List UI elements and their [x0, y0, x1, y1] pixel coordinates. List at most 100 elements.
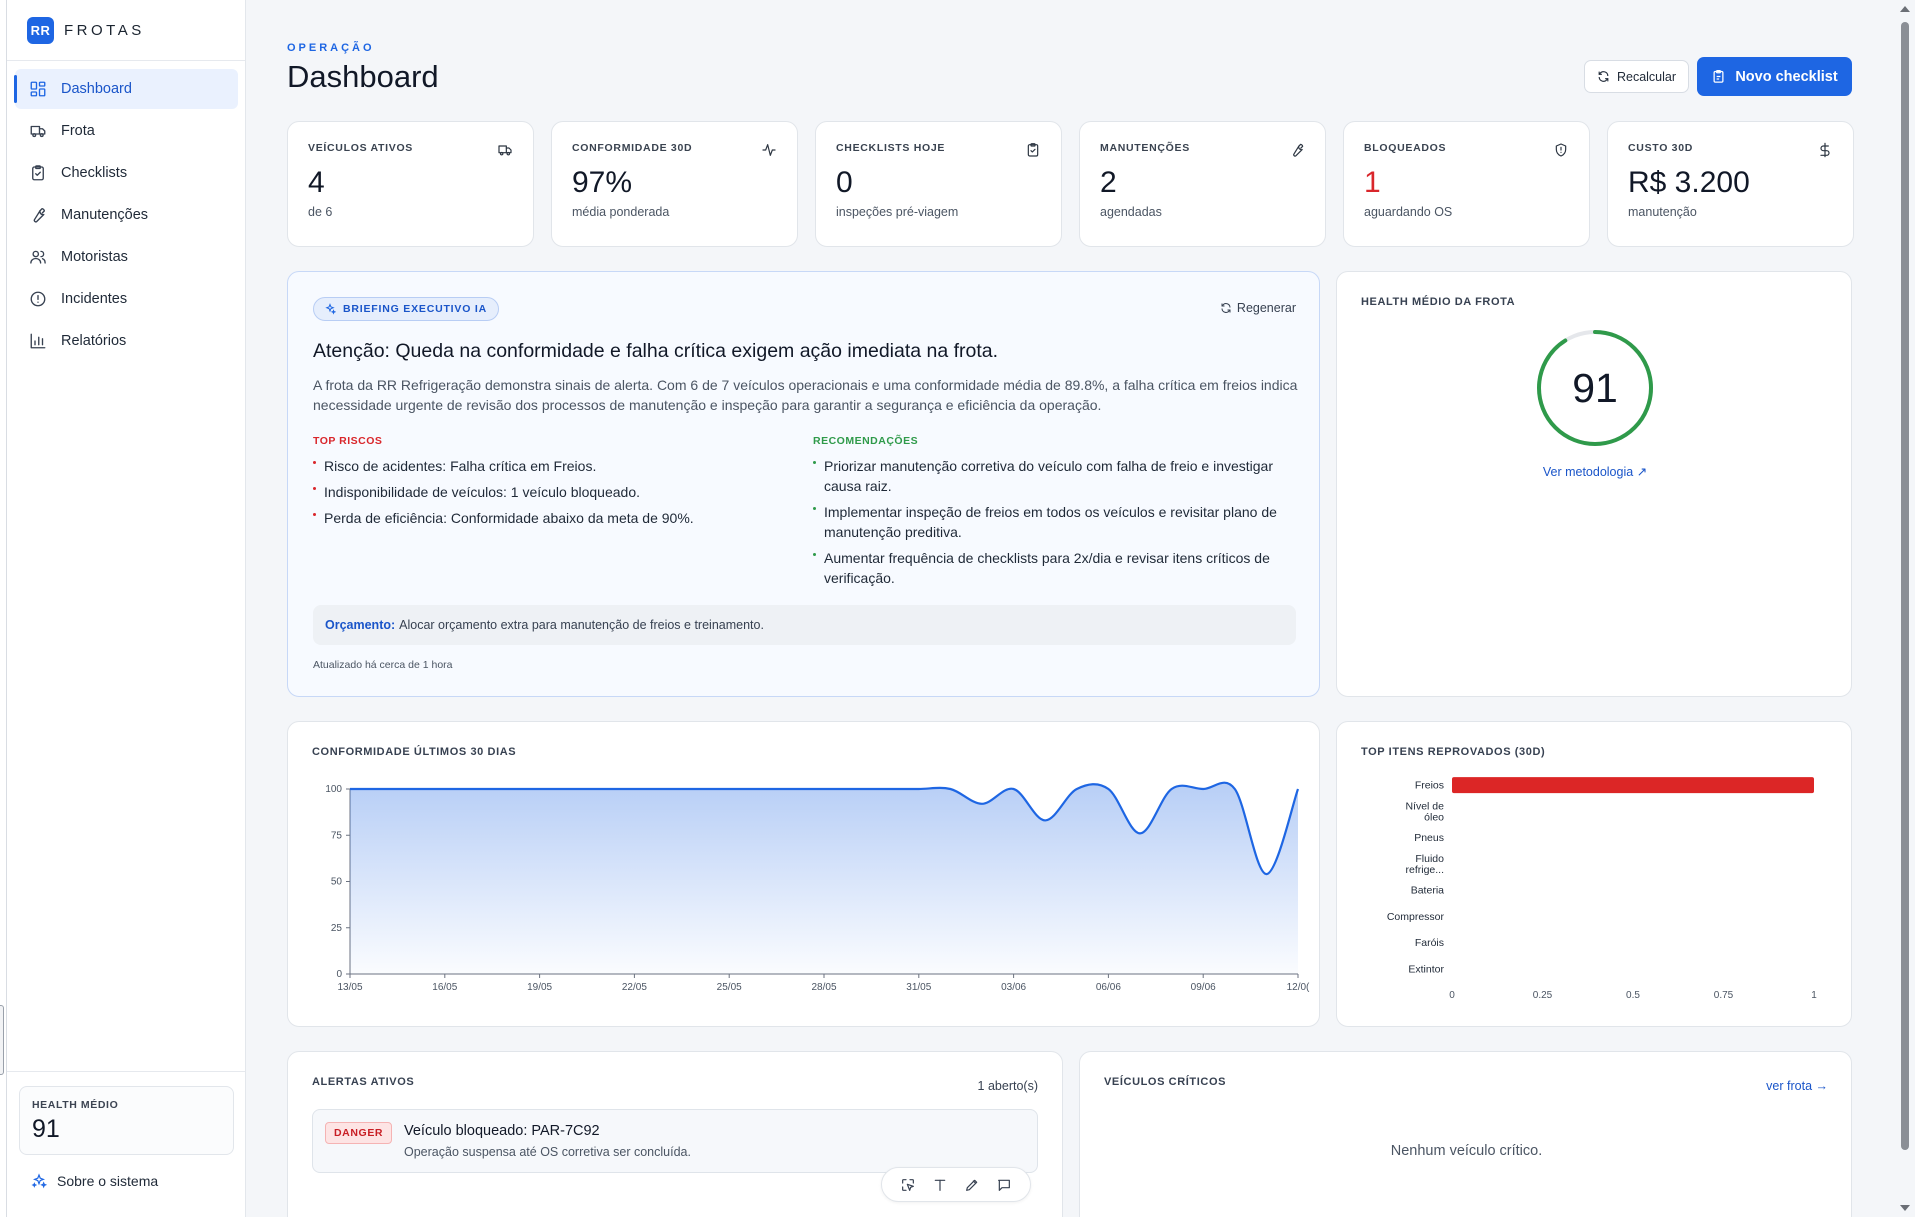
- sidebar-item-motoristas[interactable]: Motoristas: [15, 237, 238, 277]
- regenerate-button[interactable]: Regenerar: [1220, 301, 1296, 315]
- x-tick-label: 0: [1449, 990, 1455, 1001]
- page-eyebrow: OPERAÇÃO: [287, 42, 375, 54]
- main-content: OPERAÇÃO Dashboard Recalcular Novo check…: [246, 0, 1894, 1217]
- sidebar-nav: Dashboard Frota Checklists Manutenções M…: [14, 69, 238, 363]
- scroll-up-arrow[interactable]: [1900, 6, 1910, 12]
- sidebar-item-label: Incidentes: [61, 291, 128, 307]
- top-failed-items-chart: Freios Nível de óleo Pneus Fluido refrige... B…: [1387, 777, 1817, 1001]
- x-tick-label: 25/05: [717, 982, 742, 993]
- kpi-subtitle: aguardando OS: [1364, 205, 1453, 219]
- category-label-line: Nível de: [1405, 800, 1444, 812]
- x-tick-label: 13/05: [337, 982, 362, 993]
- sidebar-health-value: 91: [32, 1115, 60, 1143]
- about-link[interactable]: Sobre o sistema: [31, 1173, 158, 1189]
- sidebar-item-dashboard[interactable]: Dashboard: [14, 69, 238, 109]
- kpi-label: MANUTENÇÕES: [1100, 142, 1190, 154]
- dollar-icon: [1820, 142, 1830, 158]
- sidebar-item-frota[interactable]: Frota: [15, 111, 238, 151]
- severity-badge: DANGER: [325, 1122, 393, 1144]
- methodology-link[interactable]: Ver metodologia ↗: [1542, 465, 1648, 479]
- sparkles-icon: [325, 303, 336, 315]
- recalculate-button[interactable]: Recalcular: [1584, 60, 1689, 93]
- category-label-line: refrige...: [1405, 864, 1444, 876]
- list-item: Perda de eficiência: Conformidade abaixo…: [313, 508, 783, 528]
- wrench-icon: [33, 207, 46, 223]
- clipboard-icon: [32, 165, 44, 181]
- x-tick-label: 06/06: [1096, 982, 1121, 993]
- new-checklist-button[interactable]: Novo checklist: [1697, 57, 1852, 96]
- kpi-label: BLOQUEADOS: [1364, 142, 1447, 154]
- alert-description: Operação suspensa até OS corretiva ser c…: [404, 1145, 691, 1159]
- sidebar-item-manutencoes[interactable]: Manutenções: [15, 195, 238, 235]
- category-label: Nível de óleo: [1405, 800, 1444, 823]
- health-value: 91: [1572, 364, 1618, 411]
- category-label-line: Pneus: [1414, 832, 1444, 844]
- kpi-card-checklists-today: CHECKLISTS HOJE 0 inspeções pré-viagem: [815, 121, 1062, 247]
- scrollbar-thumb[interactable]: [1901, 22, 1909, 1150]
- kpi-subtitle: média ponderada: [572, 205, 670, 219]
- y-tick-label: 100: [325, 784, 342, 795]
- health-gauge: [1537, 330, 1653, 446]
- fleet-health-card: HEALTH MÉDIO DA FROTA 91 Ver metodologia…: [1336, 271, 1852, 697]
- gauge-arc: [1537, 330, 1653, 446]
- alert-title: Veículo bloqueado: PAR-7C92: [404, 1123, 600, 1139]
- divider: [7, 1071, 245, 1072]
- recommendations-heading: RECOMENDAÇÕES: [813, 435, 919, 447]
- annotation-toolbar: [881, 1167, 1031, 1202]
- select-element-icon[interactable]: [900, 1177, 916, 1193]
- recalculate-label: Recalcular: [1616, 69, 1677, 84]
- kpi-subtitle: inspeções pré-viagem: [836, 205, 959, 219]
- briefing-text: A frota da RR Refrigeração demonstra sin…: [313, 377, 1298, 413]
- sidebar: RR FROTAS Dashboard Frota Checklists Man…: [7, 0, 246, 1217]
- kpi-value: 0: [836, 166, 853, 199]
- regenerate-label: Regenerar: [1236, 301, 1296, 315]
- alert-item[interactable]: DANGER Veículo bloqueado: PAR-7C92 Opera…: [312, 1109, 1038, 1173]
- pencil-icon[interactable]: [964, 1177, 980, 1193]
- kpi-subtitle: de 6: [308, 205, 333, 219]
- scroll-down-arrow[interactable]: [1900, 1205, 1910, 1211]
- sidebar-item-checklists[interactable]: Checklists: [15, 153, 238, 193]
- view-fleet-link[interactable]: ver frota →: [1766, 1079, 1828, 1093]
- sidebar-item-label: Manutenções: [61, 207, 149, 223]
- edge-handle[interactable]: [0, 1005, 4, 1075]
- card-title: CONFORMIDADE ÚLTIMOS 30 DIAS: [312, 746, 517, 758]
- sidebar-item-incidentes[interactable]: Incidentes: [15, 279, 238, 319]
- budget-label: Orçamento:: [325, 618, 396, 632]
- x-tick-label: 16/05: [432, 982, 457, 993]
- category-label: Freios: [1415, 780, 1444, 792]
- category-label-line: Bateria: [1411, 885, 1444, 897]
- brand[interactable]: RR FROTAS: [27, 16, 145, 44]
- sparkles-icon: [31, 1173, 47, 1189]
- sidebar-item-relatorios[interactable]: Relatórios: [15, 321, 238, 361]
- category-label: Faróis: [1415, 937, 1444, 949]
- list-item: Indisponibilidade de veículos: 1 veículo…: [313, 482, 783, 502]
- clipboard-icon: [1027, 143, 1039, 157]
- activity-icon: [762, 144, 776, 156]
- x-tick-label: 31/05: [906, 982, 931, 993]
- category-label: Extintor: [1408, 963, 1444, 975]
- sidebar-item-label: Motoristas: [61, 249, 128, 265]
- text-tool-icon[interactable]: [932, 1177, 948, 1193]
- card-title: VEÍCULOS CRÍTICOS: [1104, 1076, 1227, 1088]
- kpi-label: CONFORMIDADE 30D: [572, 142, 693, 154]
- budget-note: Orçamento: Alocar orçamento extra para m…: [313, 605, 1296, 645]
- conformity-chart-card: CONFORMIDADE ÚLTIMOS 30 DIAS 0 25 50 75 100 1…: [287, 721, 1320, 1027]
- clipboard-icon: [1713, 69, 1724, 83]
- top-failed-items-card: TOP ITENS REPROVADOS (30D) Freios Nível d…: [1336, 721, 1852, 1027]
- category-label: Fluido refrige...: [1405, 853, 1444, 876]
- x-tick-label: 19/05: [527, 982, 552, 993]
- truck-icon: [30, 125, 46, 138]
- truck-icon: [498, 145, 512, 156]
- category-label-line: Faróis: [1415, 937, 1444, 949]
- kpi-value: R$ 3.200: [1628, 166, 1750, 199]
- page-scrollbar[interactable]: [1894, 0, 1915, 1217]
- sidebar-item-label: Checklists: [61, 165, 128, 181]
- x-tick-label: 1: [1811, 990, 1817, 1001]
- sidebar-item-label: Dashboard: [61, 81, 132, 97]
- comment-icon[interactable]: [996, 1177, 1012, 1193]
- x-tick-label: 0.25: [1533, 990, 1553, 1001]
- y-tick-label: 75: [331, 830, 343, 841]
- kpi-card-active-vehicles: VEÍCULOS ATIVOS 4 de 6: [287, 121, 534, 247]
- kpi-card-blocked: BLOQUEADOS 1 aguardando OS: [1343, 121, 1590, 247]
- list-item: Priorizar manutenção corretiva do veícul…: [813, 456, 1293, 496]
